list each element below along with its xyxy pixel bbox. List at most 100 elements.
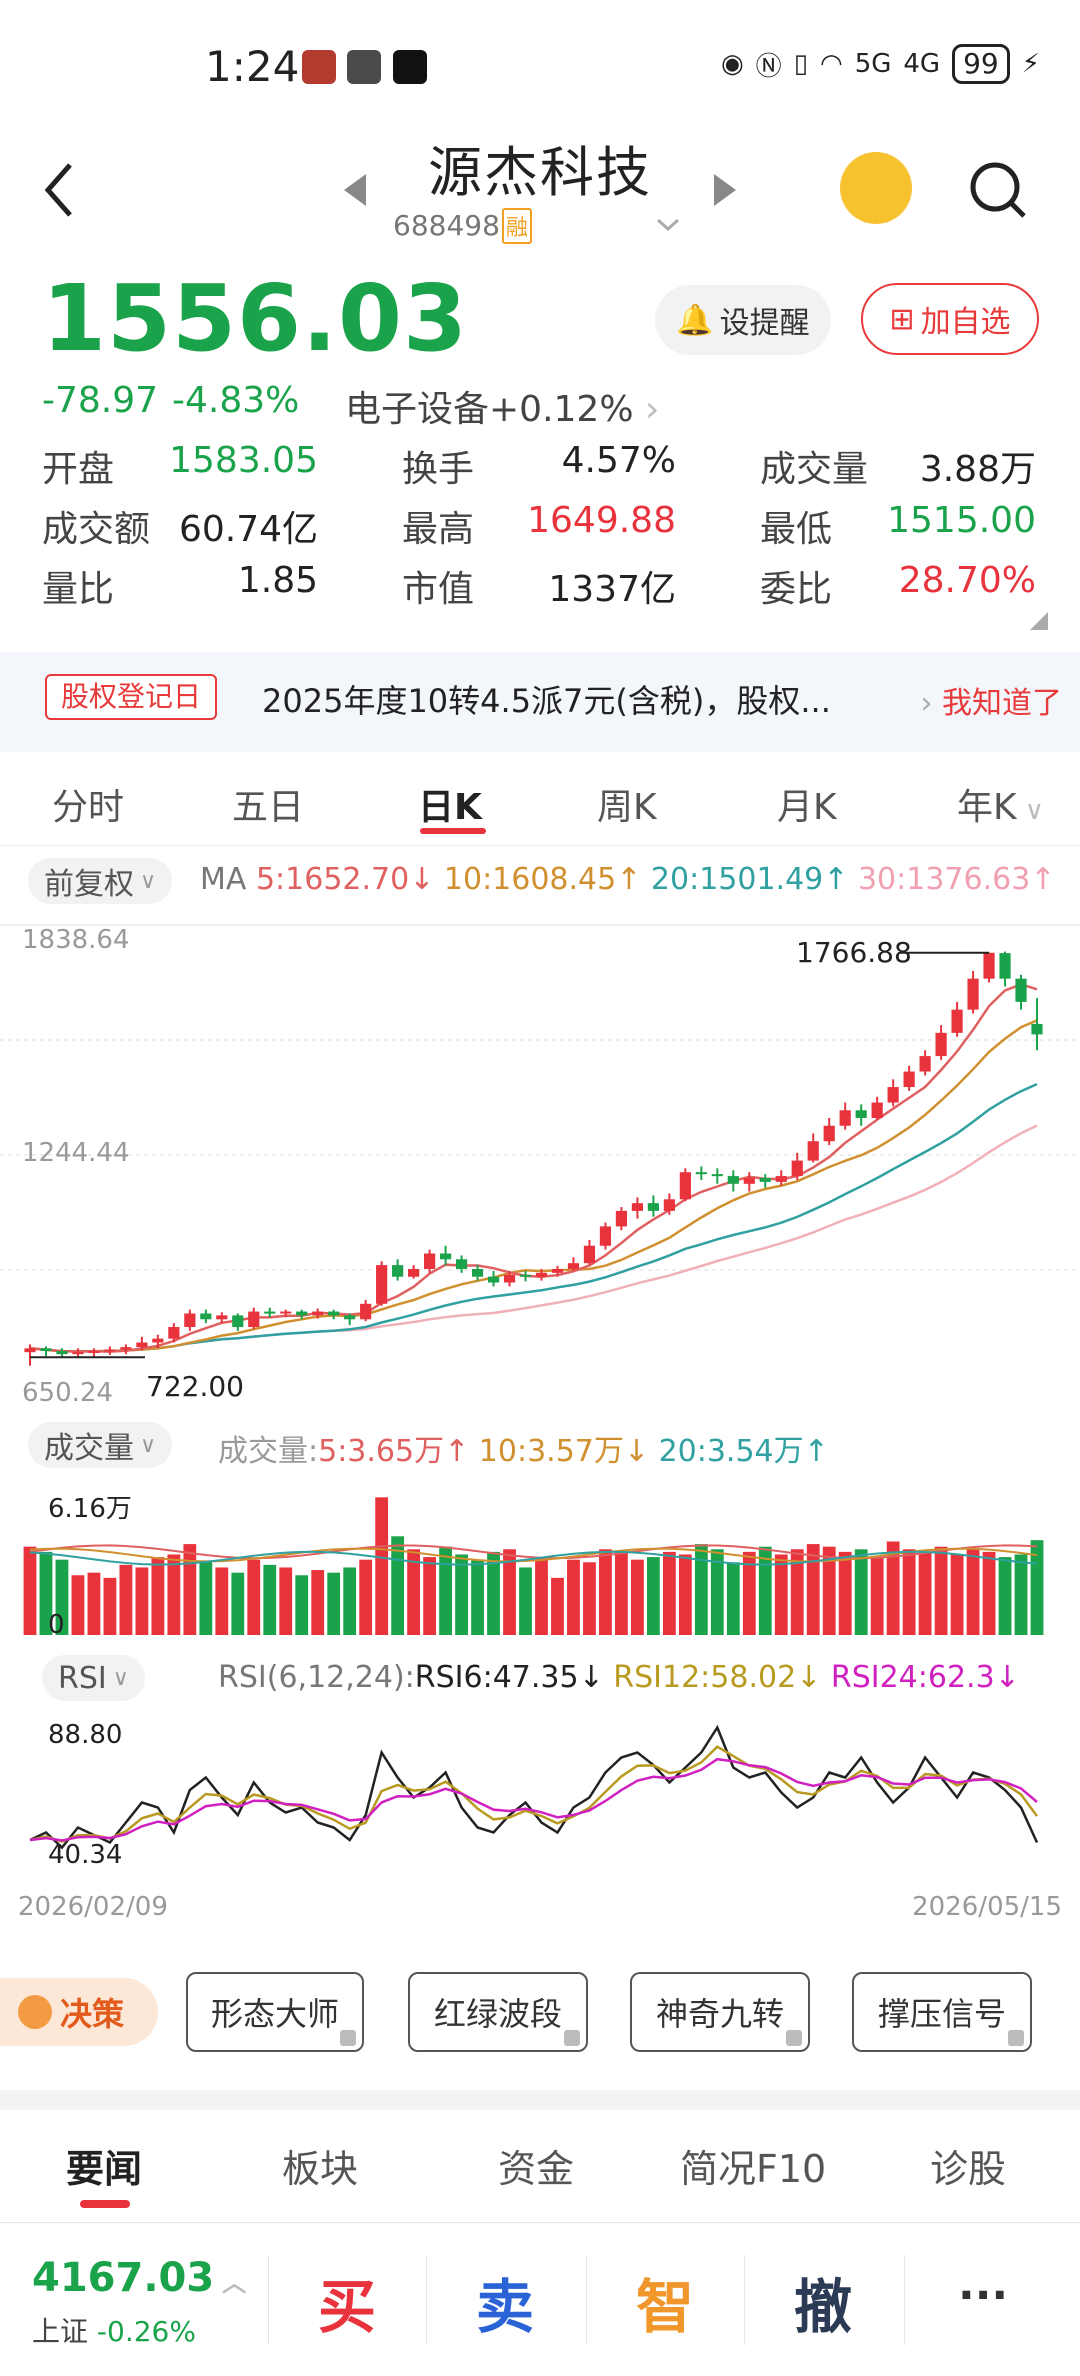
candle <box>999 953 1011 979</box>
candle <box>312 1311 324 1316</box>
signal-4g: 4G <box>903 49 941 79</box>
sell-button[interactable]: 卖 <box>476 2273 535 2341</box>
candle <box>599 1226 612 1246</box>
volume-bar <box>199 1562 213 1635</box>
candle <box>248 1311 260 1328</box>
volume-bar <box>119 1564 133 1635</box>
candle <box>120 1347 132 1350</box>
notice-text: 2025年度10转4.5派7元(含税)，股权... <box>262 682 831 720</box>
candle <box>424 1253 436 1269</box>
decision-icon <box>18 1995 52 2029</box>
divider <box>586 2255 587 2345</box>
stat-value: 4.57% <box>561 440 676 481</box>
volume-bar <box>998 1557 1012 1635</box>
volume-bar <box>615 1551 628 1635</box>
volume-bar <box>662 1551 676 1635</box>
volume-bar <box>135 1567 149 1635</box>
add-watchlist-button[interactable]: ⊞ 加自选 <box>861 283 1039 355</box>
prev-stock-icon[interactable] <box>340 172 370 208</box>
volume-bar <box>87 1572 101 1635</box>
rsi-select[interactable]: RSI ∨ <box>42 1655 145 1701</box>
volume-bar <box>407 1549 421 1635</box>
candle <box>983 952 995 979</box>
tab-fund[interactable]: 资金 <box>498 2147 575 2191</box>
volume-select[interactable]: 成交量 ∨ <box>28 1422 173 1468</box>
dismiss-notice-button[interactable]: › 我知道了 <box>920 686 1062 721</box>
volume-bar <box>519 1567 532 1635</box>
tool-support-resistance[interactable]: 撑压信号 <box>852 1972 1032 2052</box>
tool-magic-nine[interactable]: 神奇九转 <box>630 1972 810 2052</box>
expand-corner-icon[interactable] <box>1030 612 1048 630</box>
chevron-down-icon: ∨ <box>140 868 157 894</box>
volume-bar <box>982 1551 996 1635</box>
stat-label: 换手 <box>402 449 475 490</box>
candle <box>503 1274 516 1283</box>
set-alert-button[interactable]: 🔔 设提醒 <box>655 285 831 355</box>
active-bottom-tab-indicator <box>80 2200 130 2208</box>
volume-bar <box>966 1549 980 1635</box>
volume-bar <box>167 1554 181 1635</box>
rsi-values: RSI(6,12,24):RSI6:47.35↓ RSI12:58.02↓ RS… <box>218 1660 1020 1695</box>
volume-bar <box>934 1546 948 1635</box>
mascot-icon[interactable] <box>840 152 912 224</box>
volume-chart[interactable] <box>0 1470 1080 1645</box>
rsi-chart[interactable] <box>0 1705 1080 1875</box>
sector-link[interactable]: 电子设备+0.12% › <box>345 389 660 430</box>
tab-monthly-k[interactable]: 月K <box>777 787 837 828</box>
volume-bar <box>599 1549 612 1635</box>
tool-red-green-wave[interactable]: 红绿波段 <box>408 1972 588 2052</box>
adjust-select[interactable]: 前复权 ∨ <box>28 858 173 904</box>
volume-bar <box>646 1557 660 1635</box>
index-value[interactable]: 4167.03 ︿ <box>32 2255 247 2301</box>
tab-f10[interactable]: 简况F10 <box>680 2147 827 2191</box>
tab-diagnosis[interactable]: 诊股 <box>930 2147 1007 2191</box>
volume-bar <box>918 1551 932 1635</box>
back-icon[interactable] <box>40 160 80 220</box>
candle <box>376 1265 388 1304</box>
search-icon[interactable] <box>968 160 1028 220</box>
volume-bar <box>439 1546 452 1635</box>
volume-bar <box>423 1557 436 1635</box>
candle <box>1031 1023 1043 1035</box>
volume-bar <box>870 1557 884 1635</box>
candle <box>88 1351 100 1354</box>
cancel-order-button[interactable]: 撤 <box>794 2273 853 2341</box>
wifi-icon: ◠ <box>820 49 843 79</box>
kline-chart[interactable] <box>0 915 1080 1405</box>
candle <box>855 1110 867 1119</box>
smart-button[interactable]: 智 <box>636 2273 695 2341</box>
stat-label: 市值 <box>402 569 475 610</box>
candle <box>759 1178 771 1182</box>
stats-grid: 开盘 1583.05 换手 4.57% 成交量 3.88万 成交额 60.74亿 最高 1649.… <box>0 440 1080 620</box>
tab-daily-k[interactable]: 日K <box>418 787 482 828</box>
candle <box>807 1141 819 1161</box>
candle <box>56 1351 68 1355</box>
next-stock-icon[interactable] <box>710 172 740 208</box>
chevron-up-icon: ︿ <box>222 2269 247 2297</box>
volume-bar <box>726 1562 740 1635</box>
volume-ymax: 6.16万 <box>48 1494 132 1524</box>
tab-sector[interactable]: 板块 <box>282 2147 359 2191</box>
ma-values: MA 5:1652.70↓ 10:1608.45↑ 20:1501.49↑ 30… <box>200 862 1056 897</box>
chevron-down-icon[interactable] <box>656 218 680 232</box>
chevron-down-icon: ∨ <box>140 1432 157 1458</box>
price-change-pct: -4.83% <box>172 380 300 421</box>
tab-intraday[interactable]: 分时 <box>52 787 125 828</box>
candle <box>535 1272 548 1277</box>
tab-yearly-k[interactable]: 年K ∨ <box>957 787 1044 828</box>
more-button[interactable]: ··· <box>958 2270 1009 2321</box>
tab-news[interactable]: 要闻 <box>66 2147 143 2191</box>
candle <box>216 1315 228 1320</box>
tab-weekly-k[interactable]: 周K <box>597 787 657 828</box>
lock-icon <box>340 2030 356 2046</box>
buy-button[interactable]: 买 <box>318 2273 377 2341</box>
rsi24-line <box>29 1757 1038 1842</box>
charging-icon: ⚡ <box>1021 49 1040 79</box>
decision-button[interactable]: 决策 <box>0 1978 158 2046</box>
volume-bar <box>455 1554 468 1635</box>
high-marker: 1766.88 <box>796 936 912 969</box>
tool-pattern-master[interactable]: 形态大师 <box>186 1972 364 2052</box>
tab-five-day[interactable]: 五日 <box>232 787 305 828</box>
period-tabs <box>0 756 1080 846</box>
candle <box>567 1263 580 1269</box>
